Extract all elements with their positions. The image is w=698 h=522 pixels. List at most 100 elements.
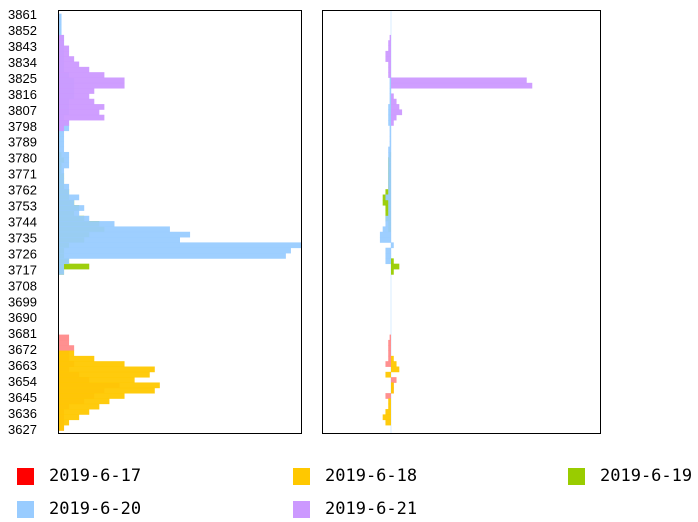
left-panel-bar-2019-6-18-3655 <box>59 377 135 383</box>
left-panel-bar-2019-6-21-3845 <box>59 40 65 46</box>
right-panel-bar-2019-6-20-3800 <box>388 120 391 126</box>
y-tick-label-3771: 3771 <box>8 167 37 182</box>
right-panel-bar-2019-6-20-3773 <box>388 167 391 174</box>
y-tick-label-3672: 3672 <box>8 342 37 357</box>
left-panel-bar-2019-6-20-3722 <box>59 258 70 265</box>
left-panel-bar-2019-6-20-3785 <box>59 146 65 153</box>
left-panel-bar-2019-6-20-3746 <box>59 215 90 222</box>
right-panel-bar-2019-6-17-3646 <box>385 393 391 399</box>
right-panel-bars <box>379 34 533 426</box>
left-panel-bar-2019-6-18-3664 <box>59 361 125 367</box>
right-panel-bar-2019-6-17-3670 <box>388 350 391 357</box>
left-panel-bar-2019-6-18-3667 <box>59 355 95 362</box>
right-panel-bar-2019-6-21-3800 <box>391 120 394 126</box>
y-tick-label-3735: 3735 <box>8 230 37 245</box>
y-tick-label-3798: 3798 <box>8 119 37 134</box>
right-panel-bar-2019-6-21-3809 <box>391 104 400 110</box>
left-panel-bar-2019-6-20-3770 <box>59 173 65 179</box>
left-panel-bar-2019-6-21-3848 <box>59 34 65 41</box>
left-panel-bar-2019-6-20-3758 <box>59 194 80 201</box>
y-tick-label-3843: 3843 <box>8 39 37 54</box>
legend-item-2019-6-18: 2019-6-18 <box>293 463 417 489</box>
left-panel-bar-2019-6-21-3821 <box>59 82 125 89</box>
right-panel-bar-2019-6-20-3803 <box>388 114 391 121</box>
right-panel-bar-2019-6-19-3749 <box>385 210 391 217</box>
left-panel-bar-2019-6-18-3634 <box>59 414 80 421</box>
right-panel-bar-2019-6-20-3752 <box>388 205 391 211</box>
left-panel-bar-2019-6-21-3818 <box>59 88 95 94</box>
right-panel-bar-2019-6-21-3848 <box>389 34 392 41</box>
left-panel-bar-2019-6-18-3670 <box>59 350 75 357</box>
y-tick-label-3861: 3861 <box>8 7 37 22</box>
right-panel-bar-2019-6-21-3827 <box>388 72 391 78</box>
left-panel-bar-2019-6-20-3794 <box>59 130 65 137</box>
right-panel-bar-2019-6-20-3728 <box>385 247 391 254</box>
left-panel-bar-2019-6-18-3658 <box>59 371 150 378</box>
right-panel-bar-2019-6-18-3649 <box>391 387 394 394</box>
left-panel-bar-2019-6-21-3839 <box>59 50 70 57</box>
right-panel-bar-2019-6-17-3673 <box>388 345 391 351</box>
left-panel-bar-2019-6-20-3767 <box>59 178 65 185</box>
right-panel-bar-2019-6-20-3755 <box>388 199 391 206</box>
right-panel-bar-2019-6-18-3643 <box>388 398 391 405</box>
right-panel-bar-2019-6-18-3640 <box>388 403 391 410</box>
y-tick-label-3780: 3780 <box>8 151 37 166</box>
left-panel-bar-2019-6-21-3842 <box>59 45 70 52</box>
left-panel-bar-2019-6-21-3797 <box>59 125 65 132</box>
right-panel-bar-2019-6-21-3833 <box>388 61 391 68</box>
left-panel-bar-2019-6-20-3740 <box>59 226 170 233</box>
legend-label-2019-6-17: 2019-6-17 <box>49 466 142 486</box>
left-panel-bar-2019-6-20-3743 <box>59 221 115 227</box>
left-panel-bar-2019-6-18-3637 <box>59 409 90 415</box>
right-panel-bar-2019-6-20-3812 <box>389 98 392 105</box>
right-panel-bar-2019-6-21-3842 <box>388 45 391 52</box>
y-tick-label-3681: 3681 <box>8 326 37 341</box>
right-panel-bar-2019-6-20-3824 <box>389 77 392 84</box>
left-panel-bar-2019-6-20-3857 <box>59 18 62 25</box>
left-panel-bar-2019-6-20-3860 <box>59 13 62 20</box>
legend-label-2019-6-21: 2019-6-21 <box>325 499 418 519</box>
y-tick-label-3762: 3762 <box>8 183 37 198</box>
y-tick-label-3645: 3645 <box>8 390 37 405</box>
left-panel-bar-2019-6-21-3833 <box>59 61 80 68</box>
left-panel-bar-2019-6-20-3782 <box>59 151 70 158</box>
left-panel-bar-2019-6-21-3809 <box>59 104 105 110</box>
right-panel-bar-2019-6-20-3758 <box>385 194 391 201</box>
y-tick-label-3852: 3852 <box>8 23 37 38</box>
left-panel-bar-2019-6-18-3631 <box>59 419 70 426</box>
right-panel-bar-2019-6-19-3722 <box>391 258 394 265</box>
right-panel-bar-2019-6-18-3661 <box>391 366 400 373</box>
right-panel-bar-2019-6-21-3806 <box>391 109 403 116</box>
right-panel-bar-2019-6-20-3785 <box>388 146 391 153</box>
right-panel-frame <box>322 10 601 434</box>
y-tick-label-3816: 3816 <box>8 87 37 102</box>
right-panel-bar-2019-6-17-3655 <box>391 377 397 383</box>
right-panel-bar-2019-6-20-3809 <box>388 104 391 110</box>
right-panel-bar-2019-6-20-3776 <box>388 162 391 169</box>
left-panel-bar-2019-6-20-3749 <box>59 210 80 217</box>
right-panel-bar-2019-6-18-3667 <box>391 355 394 362</box>
left-panel-bar-2019-6-20-3755 <box>59 199 75 206</box>
y-tick-label-3708: 3708 <box>8 278 37 293</box>
right-panel-bar-2019-6-20-3782 <box>388 151 391 158</box>
right-panel-bar-2019-6-20-3731 <box>391 242 394 249</box>
left-panel-bar-2019-6-21-3812 <box>59 98 95 105</box>
right-panel-bar-2019-6-21-3836 <box>385 56 391 62</box>
y-tick-label-3690: 3690 <box>8 310 37 325</box>
left-panel-bar-2019-6-21-3827 <box>59 72 105 78</box>
right-panel-bar-2019-6-21-3830 <box>388 66 391 73</box>
volume-profile-chart: 3861385238433834382538163807379837893780… <box>8 7 601 437</box>
legend-item-2019-6-21: 2019-6-21 <box>293 496 417 522</box>
right-panel-bar-2019-6-21-3815 <box>391 93 394 100</box>
right-panel-bar-2019-6-21-3824 <box>391 77 527 84</box>
y-tick-label-3834: 3834 <box>8 55 37 70</box>
right-panel-bar-2019-6-20-3767 <box>388 178 391 185</box>
right-panel-bar-2019-6-19-3761 <box>385 189 391 195</box>
left-panel-bar-2019-6-21-3800 <box>59 120 70 126</box>
right-panel-bar-2019-6-20-3725 <box>385 253 391 259</box>
left-panel-bar-2019-6-21-3830 <box>59 66 90 73</box>
left-panel-bar-2019-6-18-3661 <box>59 366 155 373</box>
right-panel-bar-2019-6-20-3749 <box>388 210 391 217</box>
legend: 2019-6-17 2019-6-18 2019-6-19 2019-6-20 … <box>0 458 698 519</box>
right-panel-bar-2019-6-19-3716 <box>391 268 394 275</box>
